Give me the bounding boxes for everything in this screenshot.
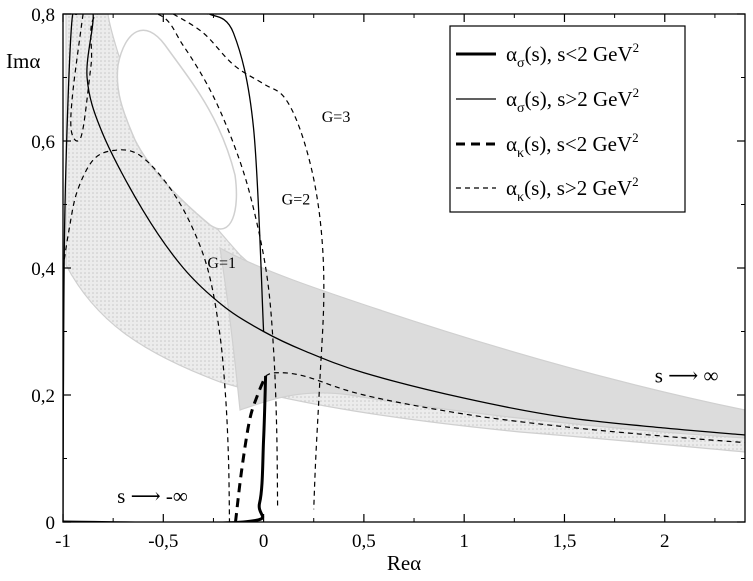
axes: -1 -0,5 0 0,5 1 1,5 2 0 0,2 0,4 0,6 0,8 [31,5,745,552]
y-axis-title: Imα [6,49,40,73]
annotation-5: s ⟶ -∞ [117,484,188,508]
x-tick-label: 0 [259,531,269,552]
x-axis-title: Reα [387,551,421,575]
legend: ασ(s), s<2 GeV2 ασ(s), s>2 GeV2 ακ(s), s… [449,25,686,213]
sigma-loop-band [116,29,238,230]
x-tick-label: 0,5 [352,531,376,552]
x-tick-label: -0,5 [148,531,178,552]
series-sigma_above_2 [206,14,265,332]
x-tick-label: 2 [660,531,670,552]
series-kappa_G1 [63,149,231,522]
sigma-inner-band [219,246,745,439]
x-tick-label: 1 [459,531,469,552]
series-kappa_G3 [173,14,325,510]
annotation-1: G=1 [207,255,236,272]
annotations: G=1 G=2 G=3 s ⟶ ∞ s ⟶ -∞ [117,109,718,508]
legend-entry-3: ακ(s), s<2 GeV2 [506,130,639,161]
annotation-4: s ⟶ ∞ [655,363,719,387]
legend-entry-2: ασ(s), s>2 GeV2 [506,85,639,116]
uncertainty-bands [65,14,745,453]
x-tick-label: 1,5 [553,531,577,552]
y-tick-label: 0,2 [31,386,55,407]
series-kappa_G2 [70,14,279,510]
y-tick-label: 0 [46,513,56,534]
annotation-3: G=3 [322,109,351,126]
x-tick-label: -1 [55,531,71,552]
legend-box [449,25,686,213]
series-sigma_below_2 [63,375,268,522]
series-kappa_below_2 [234,375,267,522]
annotation-2: G=2 [282,192,311,209]
y-tick-label: 0,8 [31,5,55,26]
legend-entry-1: ασ(s), s<2 GeV2 [506,40,639,71]
y-tick-label: 0,4 [31,259,55,280]
curves [63,14,745,522]
legend-entry-4: ακ(s), s>2 GeV2 [506,174,639,205]
y-tick-label: 0,6 [31,132,55,153]
series-sigma_above_2_asymptote [63,14,745,522]
